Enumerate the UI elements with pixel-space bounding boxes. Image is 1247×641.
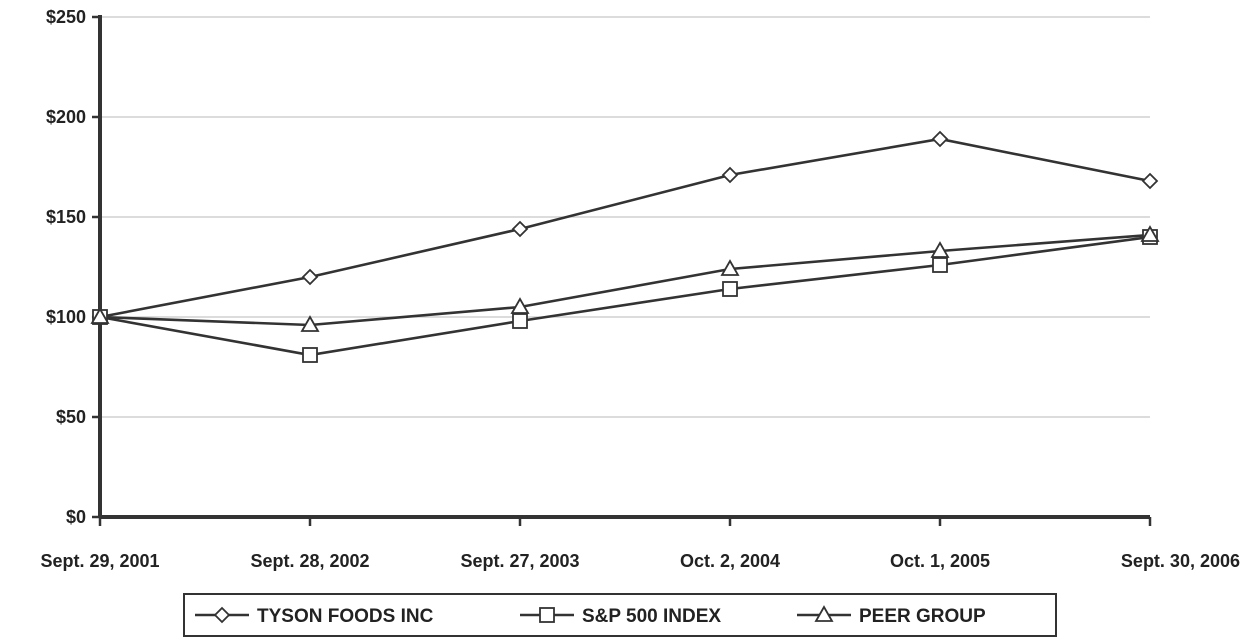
y-tick-label: $200 [46,107,86,127]
data-point [722,281,738,297]
legend-marker [814,605,834,622]
legend-entry: PEER GROUP [797,605,986,627]
x-tick-label: Oct. 1, 2005 [890,551,990,571]
legend-marker [213,606,231,624]
legend-box [183,593,1057,637]
series-line [99,137,1151,319]
axes [98,15,1150,519]
data-point [300,315,320,332]
data-point [90,307,110,324]
data-point [302,347,318,363]
series-square [99,235,1151,357]
y-axis-ticks: $0 $50 $100 $150 $200 $250 [46,7,100,527]
legend-marker [539,607,555,623]
data-point [932,257,948,273]
y-tick-label: $0 [66,507,86,527]
data-point [931,130,949,148]
data-point [930,241,950,258]
y-tick-label: $150 [46,207,86,227]
series-line [99,235,1151,357]
series-markers-diamond [91,130,1159,326]
y-tick-label: $100 [46,307,86,327]
data-point [511,220,529,238]
legend-label: TYSON FOODS INC [257,606,434,627]
series-line [99,233,1151,327]
series-markers-square [92,229,1158,363]
gridlines [100,16,1150,418]
x-tick-label: Oct. 2, 2004 [680,551,780,571]
legend-entry: S&P 500 INDEX [520,606,721,627]
series-diamond [99,137,1151,319]
legend: TYSON FOODS INC S&P 500 INDEX PEER GROUP [183,593,1057,637]
x-tick-label: Sept. 28, 2002 [250,551,369,571]
y-tick-label: $50 [56,407,86,427]
data-point [1141,172,1159,190]
legend-entry: TYSON FOODS INC [195,606,434,627]
data-point [301,268,319,286]
series [90,130,1160,363]
data-point [721,166,739,184]
x-tick-label: Sept. 29, 2001 [40,551,159,571]
data-point [512,313,528,329]
legend-label: PEER GROUP [859,606,986,627]
y-tick-label: $250 [46,7,86,27]
x-tick-label: Sept. 30, 2006 [1121,551,1240,571]
series-markers-triangle [90,225,1160,332]
data-point [720,259,740,276]
x-tick-label: Sept. 27, 2003 [460,551,579,571]
series-triangle [99,233,1151,327]
data-point [1140,225,1160,242]
data-point [510,297,530,314]
legend-label: S&P 500 INDEX [582,606,721,627]
x-axis-ticks: Sept. 29, 2001 Sept. 28, 2002 Sept. 27, 20… [40,517,1240,571]
